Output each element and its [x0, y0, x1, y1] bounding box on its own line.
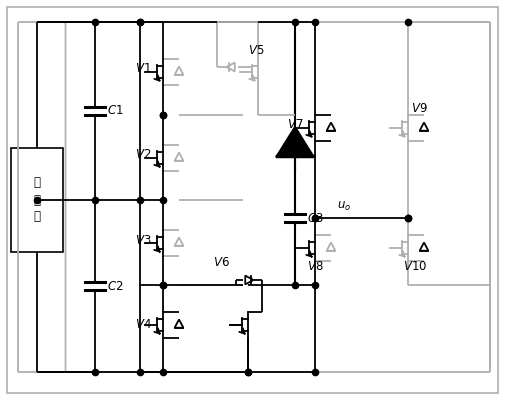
Text: $V9$: $V9$	[411, 102, 428, 114]
Text: $V7$: $V7$	[287, 118, 304, 132]
Text: $V5$: $V5$	[248, 44, 265, 56]
Text: $V6$: $V6$	[213, 256, 230, 268]
Text: $C2$: $C2$	[107, 280, 124, 292]
Text: 直
流
源: 直 流 源	[33, 176, 40, 224]
Text: $V10$: $V10$	[403, 260, 427, 272]
Text: $C3$: $C3$	[307, 212, 324, 224]
Text: $V3$: $V3$	[135, 234, 152, 246]
Text: $u_o$: $u_o$	[337, 200, 351, 212]
Bar	[11, 148, 63, 252]
Text: $V1$: $V1$	[135, 62, 152, 76]
Text: $V2$: $V2$	[135, 148, 152, 162]
Text: $C1$: $C1$	[107, 104, 124, 118]
Polygon shape	[277, 127, 313, 156]
Text: $V8$: $V8$	[307, 260, 324, 272]
Text: $V4$: $V4$	[135, 318, 152, 332]
